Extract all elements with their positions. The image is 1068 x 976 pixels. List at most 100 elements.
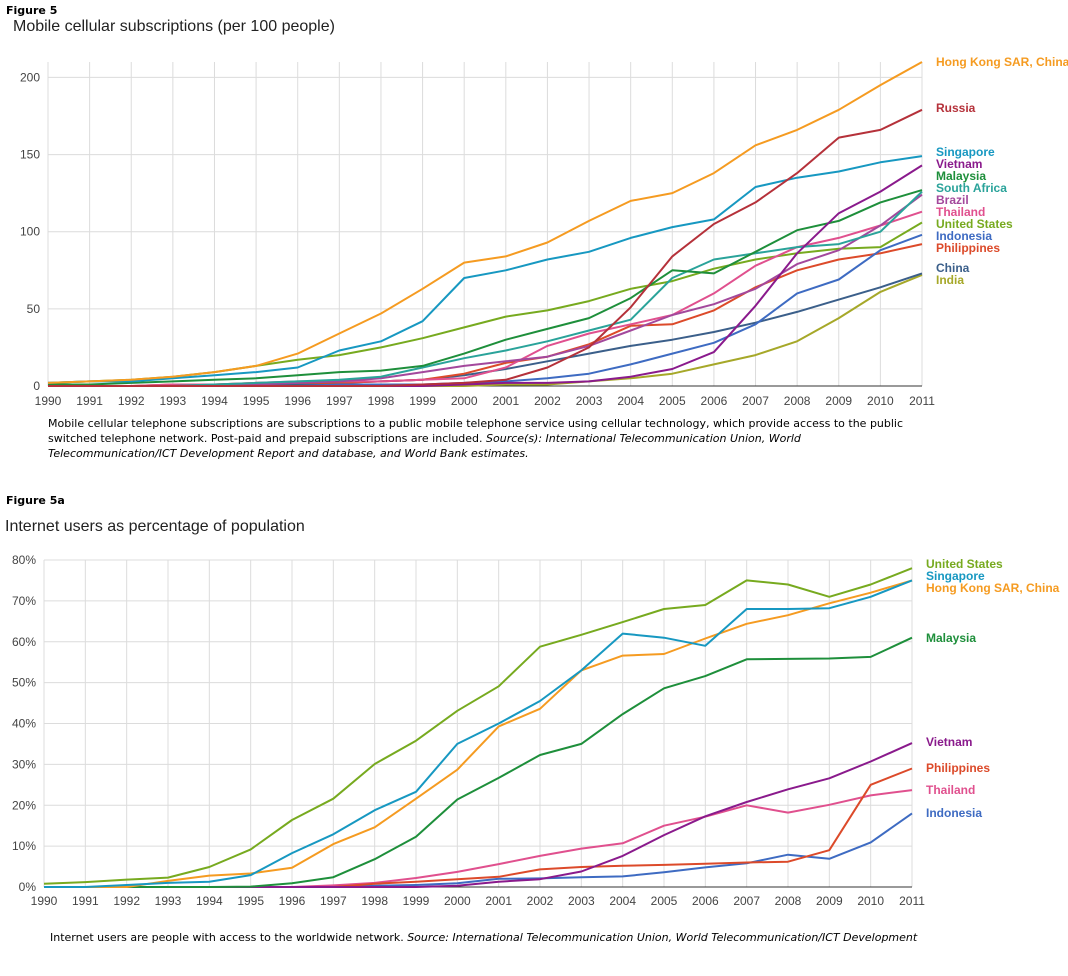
chart0-series-line-russia <box>48 108 923 387</box>
chart1-x-tick-label: 1996 <box>279 894 306 908</box>
chart0-series-label-vietnam: Vietnam <box>936 157 982 171</box>
chart1-series-label-hong-kong-sar-china: Hong Kong SAR, China <box>926 581 1060 595</box>
chart0-y-tick-label: 50 <box>27 302 41 316</box>
chart1-y-tick-label: 50% <box>12 676 36 690</box>
chart1-x-tick-label: 1994 <box>196 894 223 908</box>
chart0-series-label-thailand: Thailand <box>936 205 985 219</box>
figure-5-label: Figure 5 <box>6 4 58 17</box>
chart0-x-tick-label: 2000 <box>451 394 478 408</box>
mobile-subscriptions-chart: 1990 1991 1992 1993 1994 1995 1996 1997 1998 1999… <box>20 55 1068 408</box>
chart0-x-tick-label: 2005 <box>659 394 686 408</box>
chart0-series-label-malaysia: Malaysia <box>936 169 986 183</box>
chart1-x-tick-label: 2000 <box>444 894 471 908</box>
chart0-x-tick-label: 2007 <box>742 394 769 408</box>
chart0-series-line-singapore <box>47 155 923 384</box>
chart0-series-label-united-states: United States <box>936 217 1013 231</box>
chart0-y-tick-label: 0 <box>33 379 40 393</box>
chart1-x-tick-label: 2005 <box>651 894 678 908</box>
chart0-x-tick-label: 2003 <box>576 394 603 408</box>
chart0-series-label-india: India <box>936 273 964 287</box>
chart1-x-tick-label: 2002 <box>527 894 554 908</box>
figure-5-note-source: Source(s): International Telecommunicati… <box>48 432 801 460</box>
chart1-series-label-vietnam: Vietnam <box>926 735 972 749</box>
chart0-x-tick-label: 1996 <box>284 394 311 408</box>
chart0-series-label-china: China <box>936 261 970 275</box>
chart1-series-label-philippines: Philippines <box>926 761 990 775</box>
chart0-series-label-philippines: Philippines <box>936 241 1000 255</box>
chart1-x-tick-label: 1997 <box>320 894 347 908</box>
chart1-x-tick-label: 2010 <box>857 894 884 908</box>
figure-5a-note-source: Source: International Telecommunication … <box>407 931 918 944</box>
chart1-x-tick-label: 2011 <box>899 894 925 908</box>
chart1-y-tick-label: 80% <box>12 553 36 567</box>
chart1-series-line-malaysia <box>44 636 913 888</box>
chart1-series-line-hong-kong-sar-china <box>44 579 913 888</box>
chart0-x-tick-label: 1990 <box>35 394 62 408</box>
chart0-x-tick-label: 1992 <box>118 394 145 408</box>
chart1-x-tick-label: 1991 <box>72 894 99 908</box>
internet-users-chart: 1990 1991 1992 1993 1994 1995 1996 1997 1998 1999… <box>12 553 1060 908</box>
chart1-x-tick-label: 1998 <box>361 894 388 908</box>
chart0-x-tick-label: 1998 <box>368 394 395 408</box>
chart0-x-tick-label: 1993 <box>160 394 187 408</box>
chart1-series-line-singapore <box>44 579 913 888</box>
chart0-series-label-south-africa: South Africa <box>936 181 1007 195</box>
chart0-series-label-brazil: Brazil <box>936 193 969 207</box>
chart0-x-tick-label: 2011 <box>909 394 935 408</box>
chart1-series-line-thailand <box>44 789 913 888</box>
chart0-x-tick-label: 2001 <box>492 394 519 408</box>
chart0-x-tick-label: 2002 <box>534 394 561 408</box>
figure-5a-note: Internet users are people with access to… <box>50 930 950 945</box>
chart1-series-label-malaysia: Malaysia <box>926 631 976 645</box>
chart1-x-tick-label: 1995 <box>237 894 264 908</box>
figure-5-note: Mobile cellular telephone subscriptions … <box>48 416 928 461</box>
figure-5-title: Mobile cellular subscriptions (per 100 p… <box>13 18 335 35</box>
chart1-y-tick-label: 40% <box>12 717 36 731</box>
figure-5a-note-text: Internet users are people with access to… <box>50 931 408 944</box>
chart1-y-tick-label: 70% <box>12 594 36 608</box>
chart1-x-tick-label: 2006 <box>692 894 719 908</box>
chart0-x-tick-label: 1994 <box>201 394 228 408</box>
chart0-x-tick-label: 1991 <box>76 394 103 408</box>
chart1-series-label-singapore: Singapore <box>926 569 985 583</box>
chart0-x-tick-label: 2006 <box>701 394 728 408</box>
chart1-x-tick-label: 2003 <box>568 894 595 908</box>
chart0-series-line-malaysia <box>48 189 923 386</box>
chart0-series-label-indonesia: Indonesia <box>936 229 992 243</box>
chart1-x-tick-label: 1992 <box>113 894 140 908</box>
chart1-y-tick-label: 60% <box>12 635 36 649</box>
chart0-x-tick-label: 1999 <box>409 394 436 408</box>
chart0-x-tick-label: 2010 <box>867 394 894 408</box>
chart1-y-tick-label: 0% <box>19 880 37 894</box>
chart1-x-tick-label: 2001 <box>485 894 512 908</box>
chart0-y-tick-label: 150 <box>20 148 40 162</box>
chart1-series-label-indonesia: Indonesia <box>926 806 982 820</box>
chart1-series-label-united-states: United States <box>926 557 1003 571</box>
chart1-series-line-philippines <box>44 767 913 888</box>
chart0-y-tick-label: 100 <box>20 225 40 239</box>
figure-5a-title: Internet users as percentage of populati… <box>5 518 305 535</box>
chart1-y-tick-label: 20% <box>12 798 36 812</box>
figure-5-note-text: Mobile cellular telephone subscriptions … <box>48 417 904 445</box>
chart0-series-label-russia: Russia <box>936 101 976 115</box>
figure-5a-label: Figure 5a <box>6 494 65 507</box>
chart0-series-line-hong-kong-sar-china <box>47 61 923 384</box>
chart1-series-label-thailand: Thailand <box>926 783 975 797</box>
chart0-x-tick-label: 2008 <box>784 394 811 408</box>
chart0-x-tick-label: 1995 <box>243 394 270 408</box>
chart0-series-label-singapore: Singapore <box>936 145 995 159</box>
chart0-x-tick-label: 2009 <box>825 394 852 408</box>
chart1-x-tick-label: 1999 <box>403 894 430 908</box>
chart0-series-label-hong-kong-sar-china: Hong Kong SAR, China <box>936 55 1068 69</box>
chart1-x-tick-label: 1993 <box>155 894 182 908</box>
chart1-x-tick-label: 1990 <box>31 894 58 908</box>
chart0-x-tick-label: 2004 <box>617 394 644 408</box>
chart1-x-tick-label: 2004 <box>609 894 636 908</box>
chart1-x-tick-label: 2008 <box>775 894 802 908</box>
chart0-y-tick-label: 200 <box>20 70 40 84</box>
chart1-y-tick-label: 10% <box>12 839 36 853</box>
chart0-x-tick-label: 1997 <box>326 394 353 408</box>
chart1-x-tick-label: 2009 <box>816 894 843 908</box>
chart1-series-line-united-states <box>43 567 913 885</box>
chart1-x-tick-label: 2007 <box>733 894 760 908</box>
